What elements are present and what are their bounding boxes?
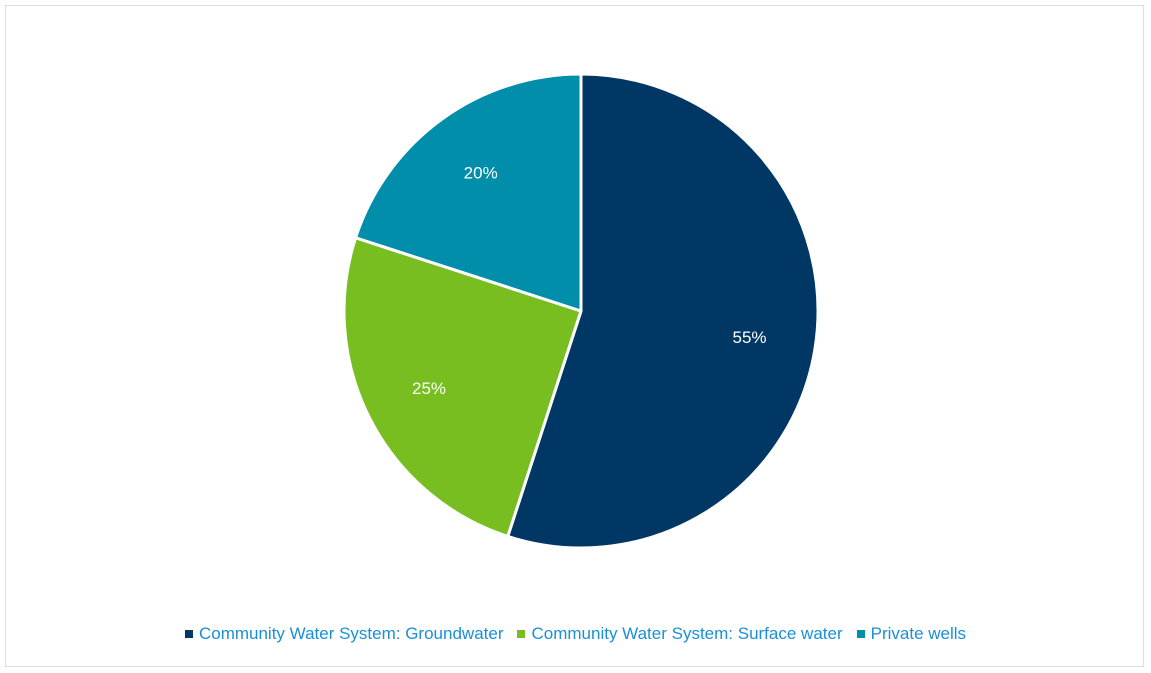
legend-label-3: Private wells bbox=[870, 624, 967, 643]
chart-legend: Community Water System: Groundwater Commu… bbox=[0, 624, 1151, 644]
pie-data-labels: 55% 25% 20% bbox=[412, 163, 767, 398]
pie-slice-2 bbox=[342, 236, 583, 538]
legend-item-2: Community Water System: Surface water bbox=[517, 624, 843, 644]
legend-swatch-2 bbox=[517, 630, 526, 638]
pie-data-label-2: 25% bbox=[412, 379, 446, 398]
pie-data-label-1: 55% bbox=[732, 328, 766, 347]
pie-slice-1 bbox=[506, 72, 820, 550]
legend-item-3: Private wells bbox=[856, 624, 967, 644]
pie-data-label-3: 20% bbox=[464, 163, 498, 182]
pie-slice-3 bbox=[354, 72, 583, 313]
legend-swatch-1 bbox=[184, 630, 193, 638]
legend-swatch-3 bbox=[856, 630, 865, 638]
legend-label-2: Community Water System: Surface water bbox=[531, 624, 843, 643]
legend-item-1: Community Water System: Groundwater bbox=[184, 624, 504, 644]
pie-slices bbox=[342, 72, 820, 550]
legend-label-1: Community Water System: Groundwater bbox=[198, 624, 504, 643]
